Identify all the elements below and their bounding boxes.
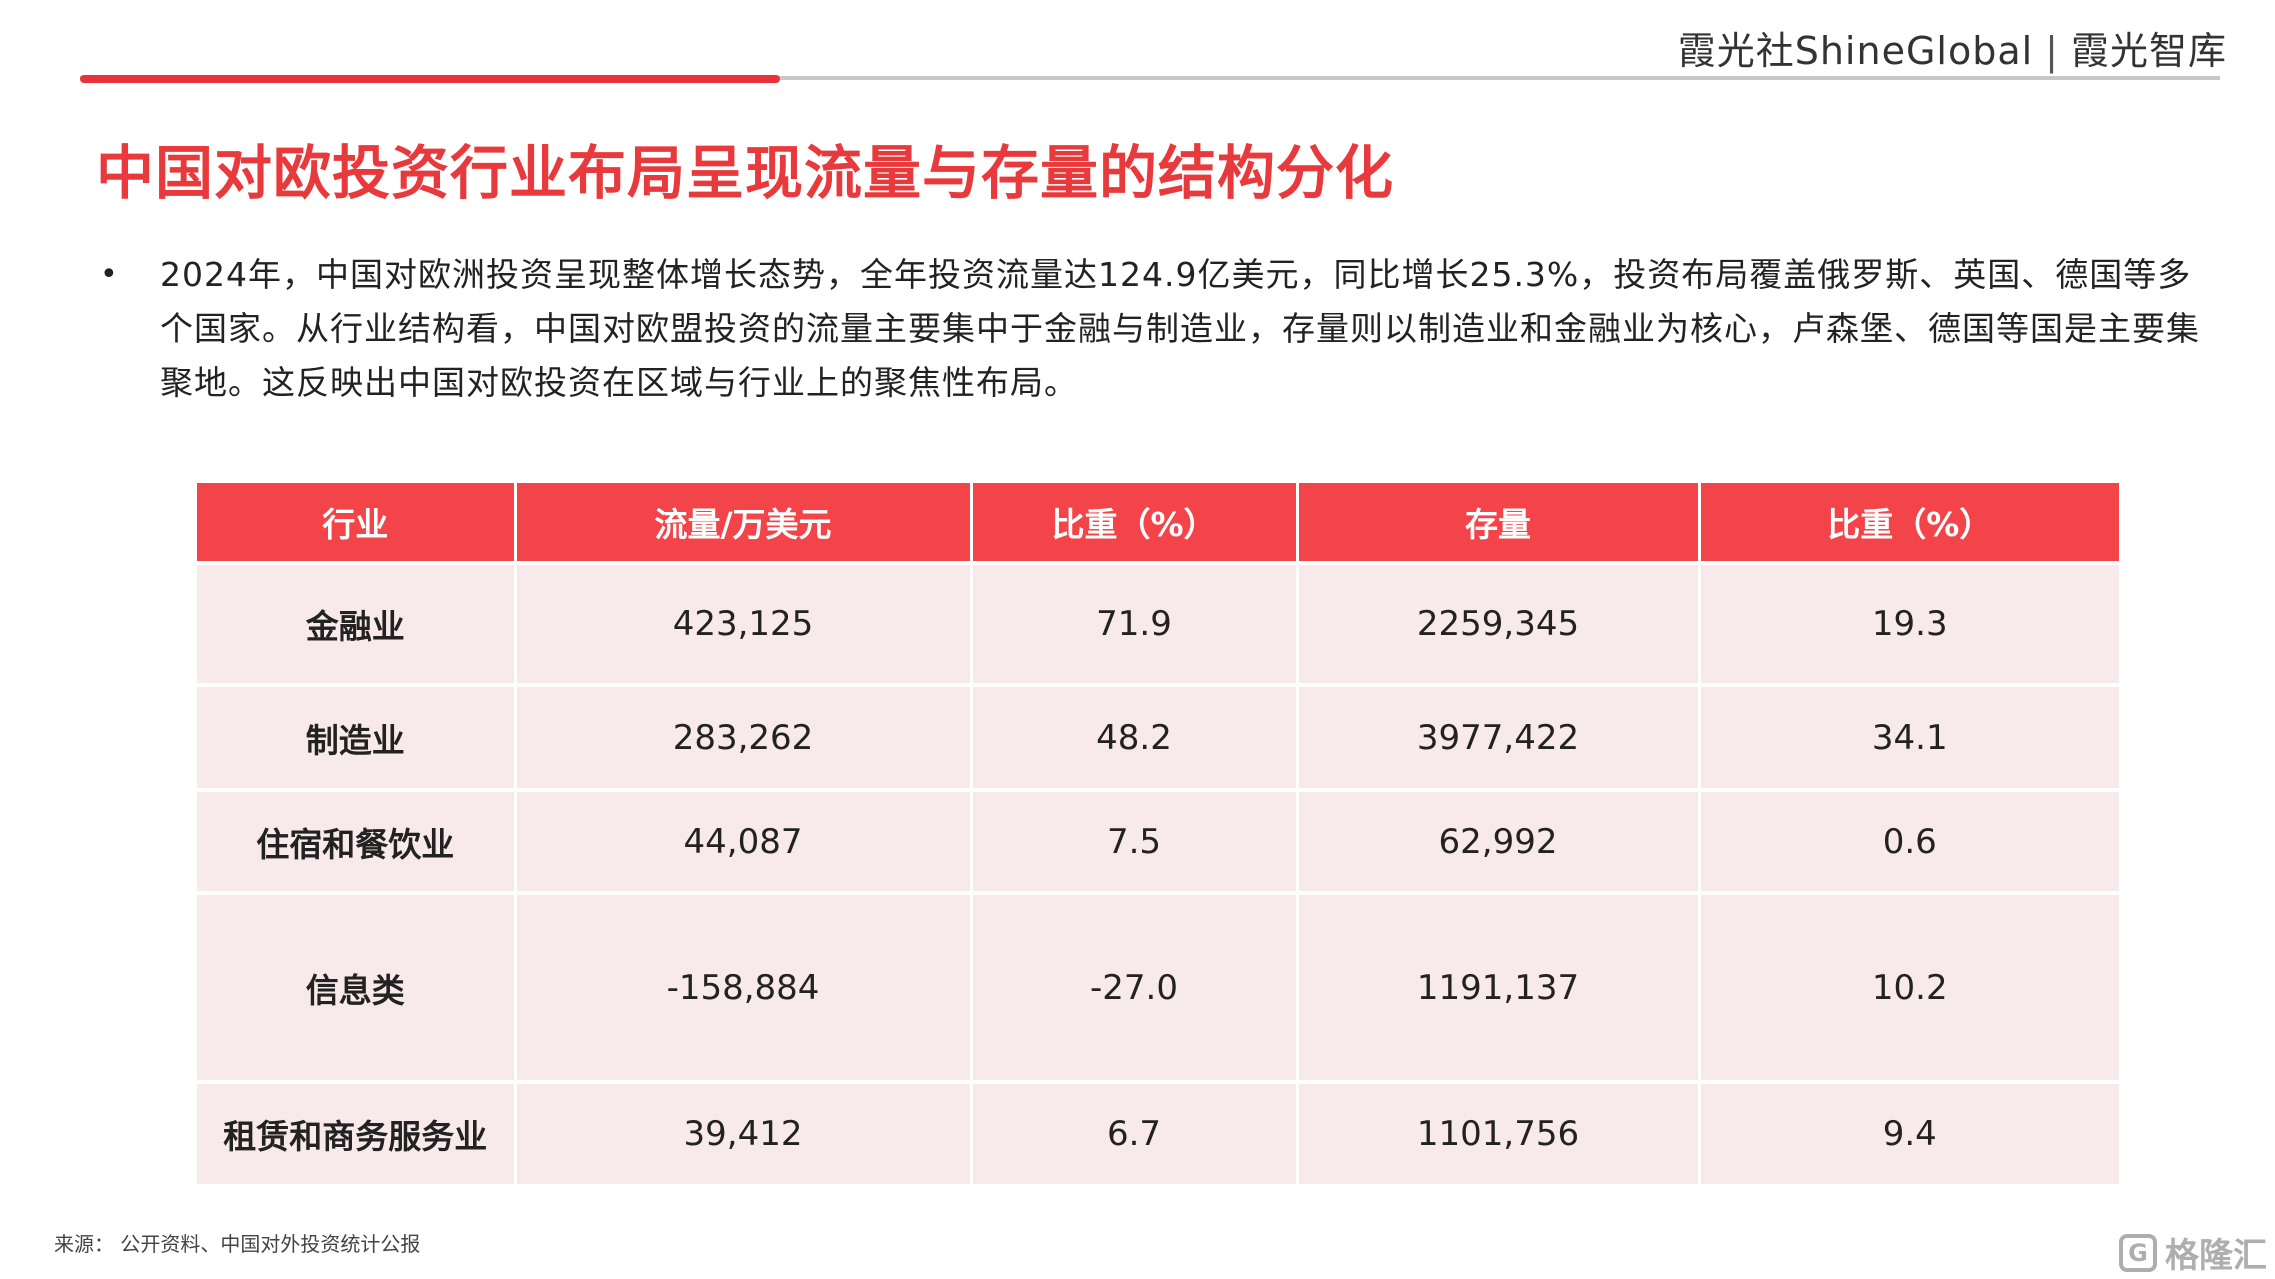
- industry-cell: 金融业: [197, 561, 517, 685]
- watermark-text: 格隆汇: [2165, 1236, 2267, 1276]
- flow-share-cell: 7.5: [971, 788, 1299, 893]
- top-rule-accent: [80, 75, 780, 83]
- gelonghui-logo-icon: G: [2119, 1233, 2157, 1272]
- flow-cell: 423,125: [515, 561, 973, 685]
- flow-share-cell: 6.7: [971, 1080, 1299, 1184]
- industry-cell: 信息类: [197, 891, 517, 1082]
- header-stock: 存量: [1297, 483, 1701, 563]
- stock-share-cell: 10.2: [1699, 891, 2119, 1082]
- brand-header: 霞光社ShineGlobal | 霞光智库: [1678, 20, 2227, 75]
- header-flow-share: 比重（%）: [971, 483, 1299, 563]
- header-flow: 流量/万美元: [515, 483, 973, 563]
- bullet-marker: •: [100, 257, 118, 292]
- flow-share-cell: 48.2: [971, 683, 1299, 790]
- stock-cell: 1101,756: [1297, 1080, 1701, 1184]
- stock-cell: 1191,137: [1297, 891, 1701, 1082]
- summary-bullet: • 2024年，中国对欧洲投资呈现整体增长态势，全年投资流量达124.9亿美元，…: [100, 248, 2230, 410]
- stock-cell: 62,992: [1297, 788, 1701, 893]
- table-header-row: 行业 流量/万美元 比重（%） 存量 比重（%）: [197, 483, 2119, 563]
- stock-share-cell: 19.3: [1699, 561, 2119, 685]
- flow-cell: 283,262: [515, 683, 973, 790]
- stock-cell: 3977,422: [1297, 683, 1701, 790]
- flow-share-cell: -27.0: [971, 891, 1299, 1082]
- header-industry: 行业: [197, 483, 517, 563]
- brand-primary: 霞光社ShineGlobal: [1677, 29, 2034, 73]
- top-rule: [80, 76, 2220, 80]
- header-stock-share: 比重（%）: [1699, 483, 2119, 563]
- industry-cell: 制造业: [197, 683, 517, 790]
- source-note: 来源： 公开资料、中国对外投资统计公报: [54, 1232, 421, 1256]
- industry-cell: 租赁和商务服务业: [197, 1080, 517, 1184]
- table-row: 租赁和商务服务业 39,412 6.7 1101,756 9.4: [197, 1080, 2119, 1184]
- industry-cell: 住宿和餐饮业: [197, 788, 517, 893]
- flow-cell: -158,884: [515, 891, 973, 1082]
- stock-share-cell: 0.6: [1699, 788, 2119, 893]
- page-title: 中国对欧投资行业布局呈现流量与存量的结构分化: [96, 139, 1395, 207]
- table-row: 金融业 423,125 71.9 2259,345 19.3: [197, 561, 2119, 685]
- brand-secondary: 霞光智库: [2070, 29, 2227, 73]
- table-row: 住宿和餐饮业 44,087 7.5 62,992 0.6: [197, 788, 2119, 893]
- flow-cell: 44,087: [515, 788, 973, 893]
- flow-cell: 39,412: [515, 1080, 973, 1184]
- table-row: 制造业 283,262 48.2 3977,422 34.1: [197, 683, 2119, 790]
- stock-share-cell: 9.4: [1699, 1080, 2119, 1184]
- industry-investment-table: 行业 流量/万美元 比重（%） 存量 比重（%） 金融业 423,125 71.…: [197, 483, 2119, 1184]
- flow-share-cell: 71.9: [971, 561, 1299, 685]
- table-row: 信息类 -158,884 -27.0 1191,137 10.2: [197, 891, 2119, 1082]
- watermark: G 格隆汇: [2119, 1228, 2267, 1277]
- stock-cell: 2259,345: [1297, 561, 1701, 685]
- summary-text: 2024年，中国对欧洲投资呈现整体增长态势，全年投资流量达124.9亿美元，同比…: [160, 255, 2200, 402]
- stock-share-cell: 34.1: [1699, 683, 2119, 790]
- brand-separator: |: [2045, 29, 2059, 73]
